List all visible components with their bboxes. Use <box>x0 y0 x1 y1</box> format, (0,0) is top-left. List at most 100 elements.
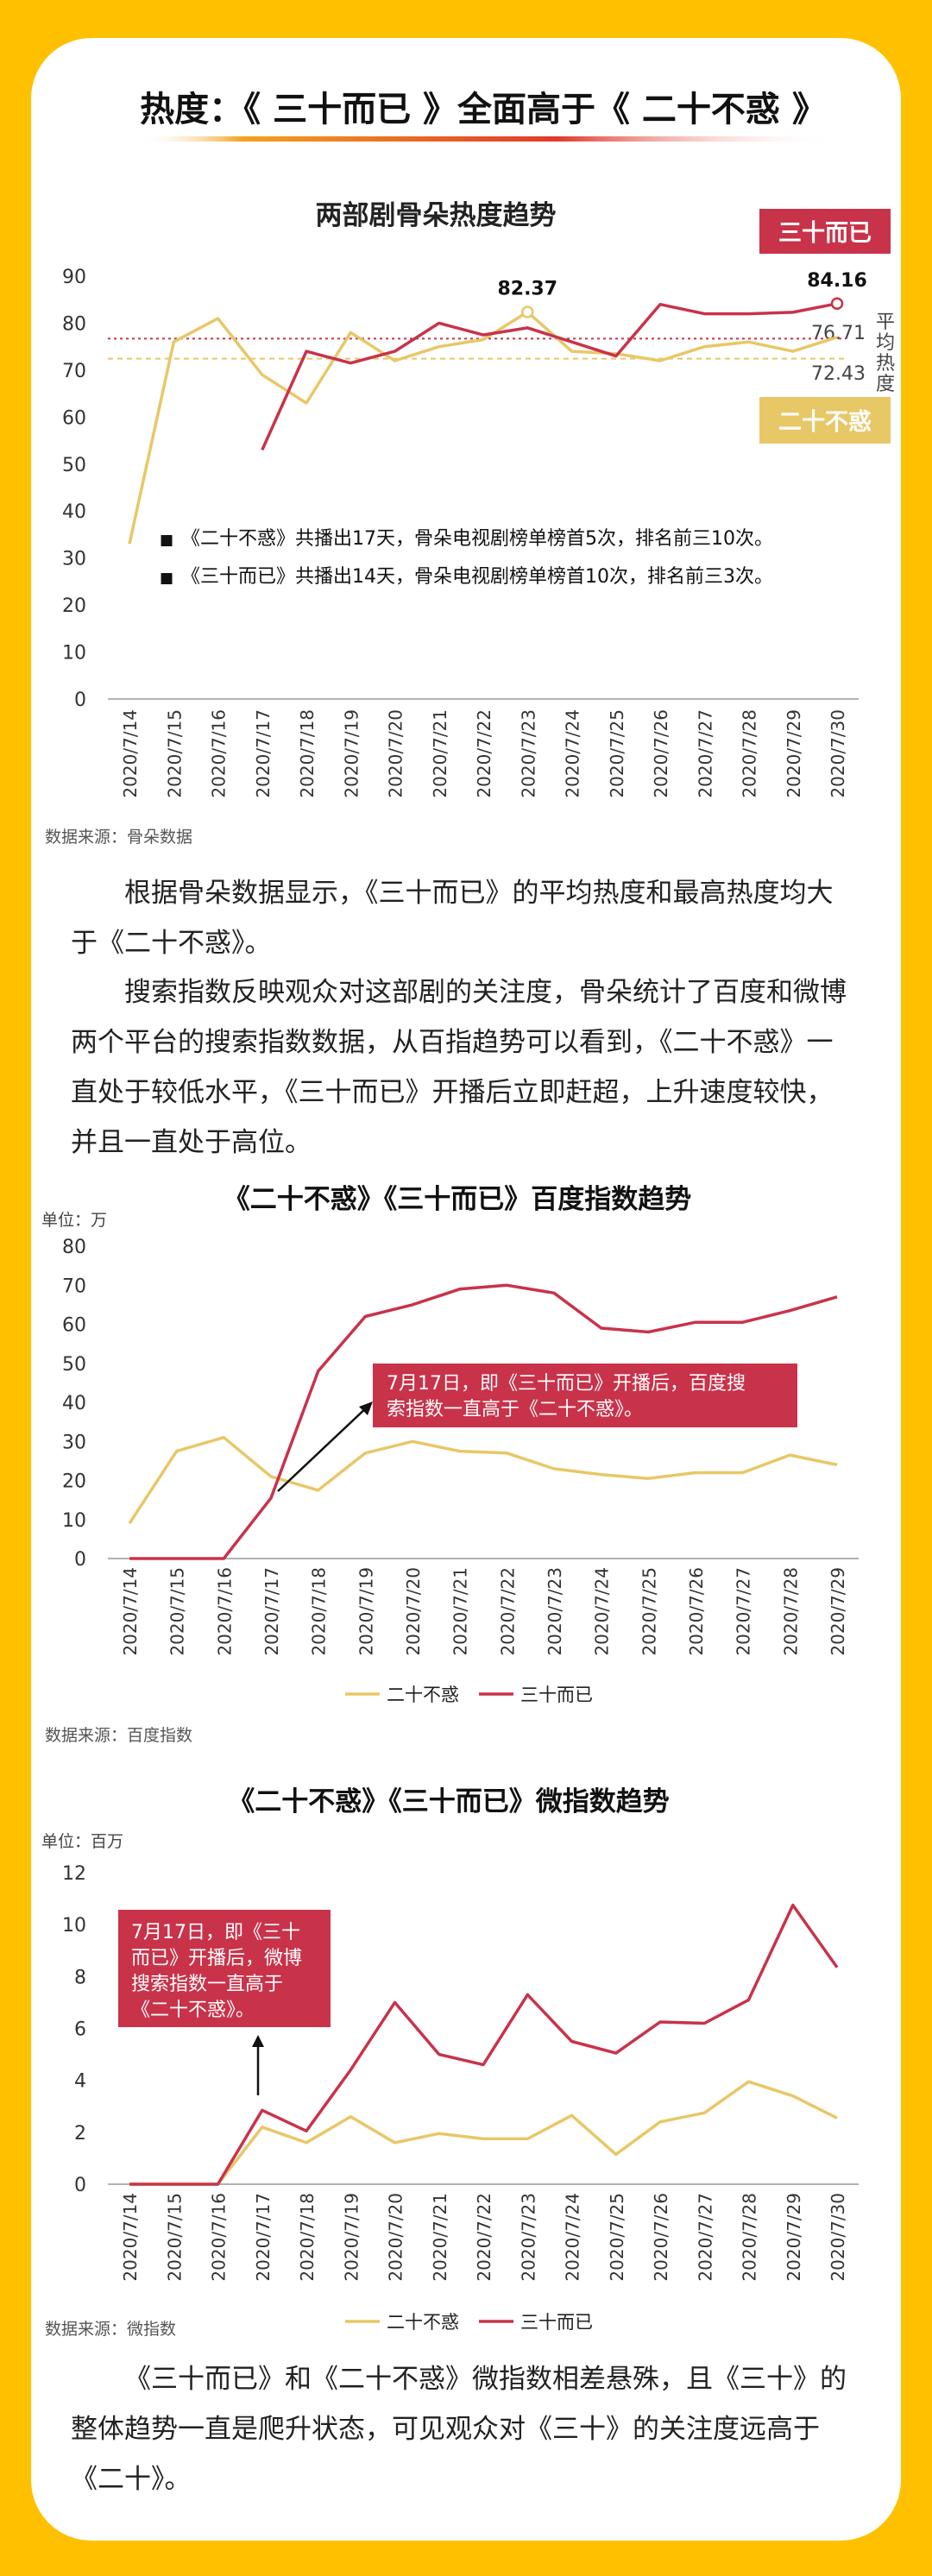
legend-box-gold-label: 二十不惑 <box>778 409 872 436</box>
x-tick-label: 2020/7/22 <box>497 1567 518 1656</box>
baidu-annotation-box <box>373 1364 797 1427</box>
weibo-annotation-line4: 《二十不惑》。 <box>131 2000 255 2021</box>
paragraph-2-line: 直处于较低水平，《三十而已》开播后立即赶超，上升速度较快， <box>71 1077 834 1108</box>
paragraph-3-line: 整体趋势一直是爬升状态，可见观众对《三十》的关注度远高于 <box>71 2414 820 2445</box>
x-tick-label: 2020/7/27 <box>695 709 715 798</box>
x-tick-label: 2020/7/22 <box>474 2193 494 2282</box>
weibo-annotation-line1: 7月17日，即《三十 <box>131 1922 300 1943</box>
x-tick-label: 2020/7/30 <box>828 2193 848 2282</box>
x-tick-label: 2020/7/29 <box>784 2193 804 2282</box>
y-tick-label: 60 <box>62 1315 86 1337</box>
avg-caption-1: 平 <box>876 312 895 333</box>
chart3-source: 数据来源：微指数 <box>45 2320 176 2339</box>
data-label-peak-gold: 82.37 <box>497 279 557 300</box>
x-tick-label: 2020/7/26 <box>651 2193 671 2282</box>
peak-marker-red <box>830 297 844 311</box>
x-tick-label: 2020/7/16 <box>209 709 230 798</box>
note-bullet-1: ■ <box>160 532 173 549</box>
paragraph-1: 根据骨朵数据显示，《三十而已》的平均热度和最高热度均大 于《二十不惑》。 <box>71 868 865 968</box>
chart-heat-trend: 两部剧骨朵热度趋势 三十而已 二十不惑 ■ 《二十不惑》共播出17天，骨朵电视剧… <box>45 200 895 847</box>
legend-label: 三十而已 <box>520 2312 593 2333</box>
x-tick-label: 2020/7/22 <box>474 709 494 798</box>
chart1-source: 数据来源：骨朵数据 <box>45 828 192 847</box>
paragraph-3-line: 《三十而已》和《二十不惑》微指数相差悬殊，且《三十》的 <box>124 2364 847 2395</box>
y-tick-label: 40 <box>62 501 86 523</box>
x-tick-label: 2020/7/20 <box>386 2193 406 2282</box>
avg-caption-4: 度 <box>876 374 895 395</box>
y-tick-label: 50 <box>62 1354 86 1376</box>
x-tick-label: 2020/7/27 <box>695 2193 715 2282</box>
y-tick-label: 0 <box>74 690 86 711</box>
legend-label: 二十不惑 <box>387 2312 459 2333</box>
baidu-annotation-arrow <box>277 1404 370 1492</box>
chart1-title: 两部剧骨朵热度趋势 <box>316 200 557 231</box>
y-tick-label: 0 <box>74 2175 86 2196</box>
chart3-unit: 单位：百万 <box>41 1832 123 1851</box>
y-tick-label: 80 <box>62 1237 86 1258</box>
x-tick-label: 2020/7/24 <box>563 2193 583 2282</box>
paragraph-1-line: 根据骨朵数据显示，《三十而已》的平均热度和最高热度均大 <box>124 878 834 909</box>
y-tick-label: 70 <box>62 1275 86 1297</box>
y-tick-label: 8 <box>74 1967 86 1988</box>
baidu-annotation-line1: 7月17日，即《三十而已》开播后，百度搜 <box>387 1373 746 1395</box>
x-tick-label: 2020/7/19 <box>356 1567 376 1656</box>
x-tick-label: 2020/7/17 <box>253 709 274 798</box>
x-tick-label: 2020/7/25 <box>607 2193 627 2282</box>
x-tick-label: 2020/7/14 <box>120 2193 141 2282</box>
y-tick-label: 12 <box>62 1863 86 1885</box>
series-line-二十不惑 <box>128 1435 838 1525</box>
peak-marker-gold <box>521 305 534 318</box>
y-tick-label: 4 <box>74 2071 86 2093</box>
x-tick-label: 2020/7/25 <box>639 1567 659 1656</box>
y-tick-label: 90 <box>62 267 86 288</box>
chart2-title: 《二十不惑》《三十而已》百度指数趋势 <box>224 1184 692 1215</box>
avg-label-gold: 72.43 <box>811 363 866 385</box>
x-tick-label: 2020/7/29 <box>784 709 804 798</box>
x-tick-label: 2020/7/18 <box>297 2193 318 2282</box>
x-tick-label: 2020/7/28 <box>780 1567 801 1656</box>
y-tick-label: 80 <box>62 313 86 335</box>
chart-weibo-index: 《二十不惑》《三十而已》微指数趋势 单位：百万 7月17日，即《三十 而已》开播… <box>41 1786 859 2339</box>
paragraph-1-line: 于《二十不惑》。 <box>71 928 272 959</box>
series-line-三十而已 <box>261 302 838 451</box>
y-tick-label: 70 <box>62 361 86 382</box>
paragraph-2-line: 搜索指数反映观众对这部剧的关注度，骨朵统计了百度和微博 <box>124 977 847 1008</box>
x-tick-label: 2020/7/23 <box>518 709 538 798</box>
x-tick-label: 2020/7/26 <box>651 709 671 798</box>
x-tick-label: 2020/7/21 <box>430 2193 450 2282</box>
y-tick-label: 10 <box>62 1915 86 1937</box>
x-tick-label: 2020/7/15 <box>167 1567 188 1656</box>
paragraph-2: 搜索指数反映观众对这部剧的关注度，骨朵统计了百度和微博 两个平台的搜索指数数据，… <box>71 967 865 1168</box>
chart-baidu-index: 《二十不惑》《三十而已》百度指数趋势 单位：万 7月17日，即《三十而已》开播后… <box>41 1184 859 1745</box>
y-tick-label: 20 <box>62 595 86 617</box>
x-tick-label: 2020/7/26 <box>686 1567 707 1656</box>
x-tick-label: 2020/7/24 <box>563 709 583 798</box>
legend-box-red <box>759 209 891 254</box>
avg-caption-3: 热 <box>876 353 895 375</box>
x-tick-label: 2020/7/16 <box>209 2193 230 2282</box>
y-tick-label: 50 <box>62 455 86 476</box>
y-tick-label: 60 <box>62 407 86 429</box>
y-tick-label: 10 <box>62 643 86 664</box>
x-tick-label: 2020/7/29 <box>828 1567 848 1656</box>
x-tick-label: 2020/7/21 <box>430 709 450 798</box>
weibo-annotation-line2: 而已》开播后，微博 <box>131 1948 302 1969</box>
weibo-arrowhead <box>252 2035 264 2047</box>
x-tick-label: 2020/7/20 <box>386 709 406 798</box>
x-tick-label: 2020/7/19 <box>341 2193 362 2282</box>
legend-label: 二十不惑 <box>387 1685 459 1705</box>
y-tick-label: 30 <box>62 1432 86 1453</box>
x-tick-label: 2020/7/28 <box>740 2193 760 2282</box>
series-line-二十不惑 <box>128 310 838 545</box>
x-tick-label: 2020/7/19 <box>341 709 362 798</box>
x-tick-label: 2020/7/17 <box>253 2193 274 2282</box>
paragraph-3-line: 《二十》。 <box>71 2464 192 2495</box>
avg-caption-2: 均 <box>876 332 895 354</box>
series-line-三十而已 <box>129 1903 839 2186</box>
weibo-annotation-line3: 搜索指数一直高于 <box>131 1974 283 1995</box>
x-tick-label: 2020/7/14 <box>120 709 141 798</box>
x-tick-label: 2020/7/23 <box>518 2193 538 2282</box>
legend-box-red-label: 三十而已 <box>778 220 872 247</box>
legend-box-gold <box>759 397 891 444</box>
